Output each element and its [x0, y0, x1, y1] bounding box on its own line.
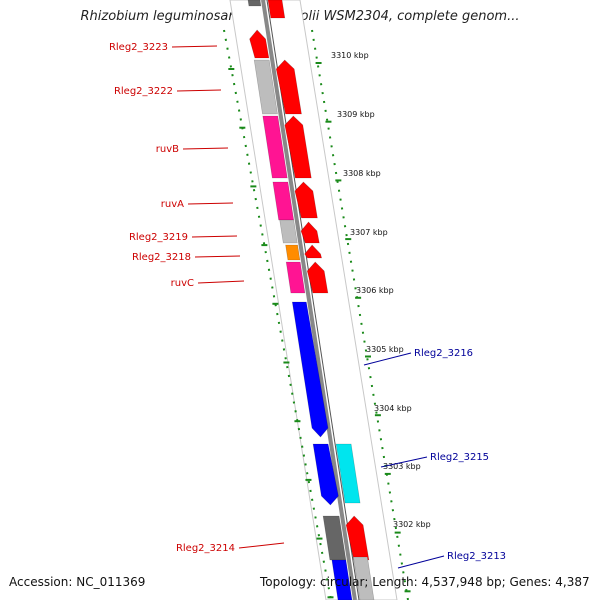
- label-leader-line: [191, 235, 238, 238]
- label-leader-line: [194, 255, 241, 258]
- gene-label: Rleg2_3213: [447, 551, 506, 562]
- label-leader-line: [187, 202, 234, 205]
- kbp-label: 3309 kbp: [337, 110, 375, 119]
- gene-label: ruvB: [156, 144, 179, 155]
- gene-label: ruvC: [171, 278, 194, 289]
- kbp-label: 3307 kbp: [350, 228, 388, 237]
- gene-label: Rleg2_3222: [114, 86, 173, 97]
- gene-ruvc-fwd[interactable]: [306, 261, 329, 294]
- label-leader-line: [380, 456, 428, 468]
- gene-rleg2-3216[interactable]: [291, 301, 329, 438]
- label-leader-line: [397, 555, 445, 569]
- left-dotted-scale: [223, 29, 332, 600]
- kbp-label: 3305 kbp: [366, 345, 404, 354]
- gene-rleg2-3213[interactable]: [331, 559, 353, 600]
- label-leader-line: [171, 45, 218, 48]
- gene-ruvc[interactable]: [285, 261, 306, 294]
- genome-backbone: [261, 0, 357, 600]
- gene-rleg2-3215[interactable]: [312, 443, 339, 506]
- gene-label: ruvA: [161, 199, 184, 210]
- gene-rleg2-3213-b[interactable]: [353, 556, 375, 600]
- kbp-label: 3303 kbp: [383, 462, 421, 471]
- gene-ruva-fwd[interactable]: [294, 181, 318, 219]
- gene-ruvb[interactable]: [262, 115, 288, 179]
- topology-text: Topology: circular; Length: 4,537,948 bp…: [260, 575, 590, 589]
- gene-label: Rleg2_3214: [176, 543, 235, 554]
- gene-rleg2-3219-fwd[interactable]: [300, 221, 320, 244]
- label-leader-line: [363, 352, 412, 366]
- gene-rleg2-3215-rev[interactable]: [335, 443, 361, 504]
- kbp-label: 3308 kbp: [343, 169, 381, 178]
- gene-rleg2-3222[interactable]: [253, 59, 278, 115]
- label-leader-line: [238, 542, 285, 549]
- kbp-label: 3310 kbp: [331, 51, 369, 60]
- gene-ruvb-fwd[interactable]: [284, 115, 312, 179]
- gene-red-top-a[interactable]: [267, 0, 286, 19]
- right-dotted-scale: [311, 29, 409, 600]
- genome-backbone-edge: [266, 0, 360, 600]
- gene-label: Rleg2_3223: [109, 42, 168, 53]
- gene-rleg2-3219[interactable]: [279, 219, 298, 244]
- kbp-label: 3304 kbp: [374, 404, 412, 413]
- gene-gray-top-a[interactable]: [247, 0, 262, 7]
- kbp-label: 3302 kbp: [393, 520, 431, 529]
- gene-label: Rleg2_3218: [132, 252, 191, 263]
- gene-rleg2-3223[interactable]: [249, 29, 270, 59]
- gene-rleg2-3218-fwd[interactable]: [304, 244, 322, 259]
- label-leader-line: [176, 89, 222, 92]
- label-leader-line: [197, 280, 245, 284]
- accession-text: Accession: NC_011369: [9, 575, 146, 589]
- gene-label: Rleg2_3215: [430, 452, 489, 463]
- gene-rleg2-3218[interactable]: [285, 244, 301, 261]
- label-leader-line: [182, 147, 229, 150]
- gene-label: Rleg2_3216: [414, 348, 473, 359]
- kbp-label: 3306 kbp: [356, 286, 394, 295]
- gene-rleg2-3222-fwd[interactable]: [275, 59, 302, 115]
- gene-label: Rleg2_3219: [129, 232, 188, 243]
